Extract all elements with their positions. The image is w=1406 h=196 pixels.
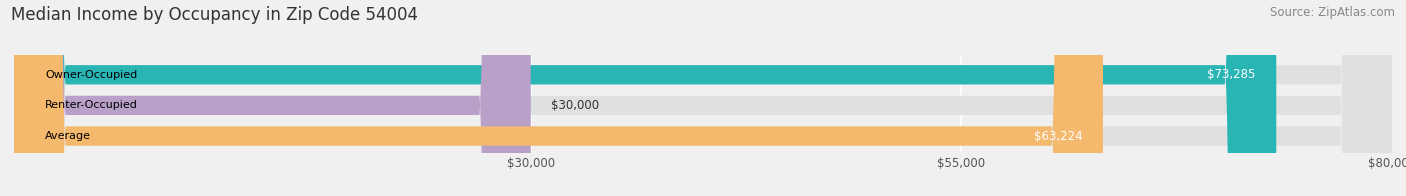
Text: $30,000: $30,000	[551, 99, 599, 112]
Text: Renter-Occupied: Renter-Occupied	[45, 100, 138, 110]
FancyBboxPatch shape	[14, 0, 1277, 196]
FancyBboxPatch shape	[14, 0, 1392, 196]
Text: $73,285: $73,285	[1208, 68, 1256, 81]
FancyBboxPatch shape	[14, 0, 1102, 196]
Text: Source: ZipAtlas.com: Source: ZipAtlas.com	[1270, 6, 1395, 19]
FancyBboxPatch shape	[14, 0, 1392, 196]
Text: Median Income by Occupancy in Zip Code 54004: Median Income by Occupancy in Zip Code 5…	[11, 6, 418, 24]
FancyBboxPatch shape	[14, 0, 531, 196]
Text: Average: Average	[45, 131, 91, 141]
Text: Owner-Occupied: Owner-Occupied	[45, 70, 138, 80]
Text: $63,224: $63,224	[1033, 130, 1083, 142]
FancyBboxPatch shape	[14, 0, 1392, 196]
